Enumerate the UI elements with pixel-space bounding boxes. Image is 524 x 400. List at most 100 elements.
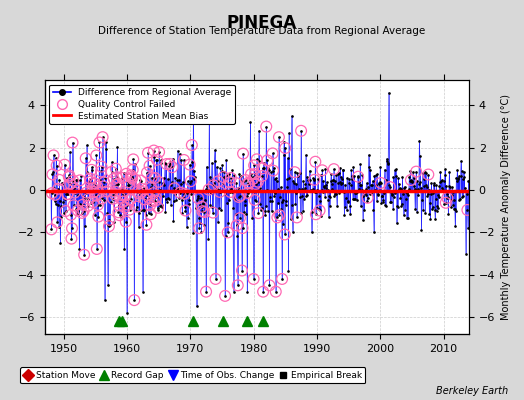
Point — [131, 176, 139, 183]
Text: PINEGA: PINEGA — [227, 14, 297, 32]
Point — [60, 162, 69, 168]
Point — [118, 191, 127, 198]
Point — [364, 195, 372, 201]
Point — [55, 177, 63, 183]
Point — [249, 176, 257, 182]
Point — [275, 212, 283, 218]
Point — [244, 190, 252, 196]
Point — [97, 168, 105, 175]
Point — [386, 184, 394, 190]
Point — [52, 162, 61, 169]
Point — [111, 188, 119, 195]
Point — [200, 209, 209, 215]
Point — [407, 177, 415, 183]
Point — [134, 188, 142, 195]
Point — [143, 192, 151, 198]
Point — [297, 128, 305, 134]
Point — [129, 156, 137, 162]
Point — [247, 171, 255, 178]
Point — [221, 293, 230, 299]
Point — [68, 225, 76, 232]
Point — [215, 189, 224, 195]
Point — [122, 218, 130, 225]
Point — [121, 192, 129, 199]
Point — [234, 282, 242, 288]
Point — [99, 183, 107, 190]
Point — [122, 170, 130, 177]
Point — [244, 180, 253, 186]
Point — [112, 182, 121, 188]
Point — [144, 150, 152, 156]
Point — [66, 181, 74, 187]
Point — [115, 202, 123, 208]
Point — [262, 123, 270, 130]
Point — [145, 195, 153, 201]
Point — [245, 180, 253, 187]
Point — [204, 186, 213, 193]
Point — [114, 181, 122, 187]
Point — [155, 178, 163, 185]
Point — [145, 162, 154, 169]
Point — [128, 166, 137, 173]
Legend: Station Move, Record Gap, Time of Obs. Change, Empirical Break: Station Move, Record Gap, Time of Obs. C… — [20, 367, 365, 384]
Point — [116, 194, 124, 201]
Point — [198, 208, 206, 214]
Point — [140, 196, 149, 202]
Point — [100, 179, 108, 186]
Point — [93, 184, 102, 190]
Point — [170, 185, 179, 192]
Point — [249, 276, 258, 282]
Point — [112, 166, 120, 172]
Point — [105, 223, 113, 230]
Point — [48, 171, 57, 178]
Point — [84, 196, 93, 202]
Point — [250, 162, 258, 168]
Point — [187, 178, 195, 184]
Point — [98, 195, 106, 202]
Point — [126, 196, 135, 202]
Point — [149, 190, 158, 196]
Point — [82, 189, 91, 196]
Point — [124, 179, 133, 186]
Point — [152, 194, 160, 201]
Point — [269, 168, 277, 174]
Point — [195, 225, 203, 231]
Point — [442, 200, 450, 206]
Point — [214, 178, 222, 184]
Point — [263, 157, 271, 164]
Point — [354, 174, 362, 180]
Point — [258, 165, 267, 172]
Point — [224, 229, 232, 236]
Point — [92, 152, 101, 158]
Point — [121, 204, 129, 211]
Point — [80, 252, 89, 258]
Point — [162, 161, 171, 167]
Point — [125, 206, 134, 213]
Point — [293, 214, 301, 221]
Point — [119, 198, 127, 205]
Point — [181, 207, 190, 214]
Point — [443, 195, 452, 201]
Point — [78, 210, 86, 216]
Point — [118, 175, 126, 181]
Point — [250, 197, 259, 203]
Point — [125, 182, 133, 188]
Point — [94, 202, 102, 208]
Text: Berkeley Earth: Berkeley Earth — [436, 386, 508, 396]
Point — [271, 288, 280, 295]
Point — [194, 195, 202, 202]
Point — [377, 180, 385, 186]
Point — [258, 173, 266, 179]
Point — [311, 158, 320, 165]
Point — [82, 155, 90, 162]
Point — [227, 175, 235, 181]
Point — [220, 174, 228, 180]
Point — [143, 169, 151, 176]
Point — [202, 288, 210, 295]
Point — [80, 208, 88, 214]
Point — [109, 196, 117, 202]
Point — [105, 216, 114, 223]
Point — [154, 204, 162, 211]
Point — [137, 188, 146, 195]
Point — [49, 152, 58, 158]
